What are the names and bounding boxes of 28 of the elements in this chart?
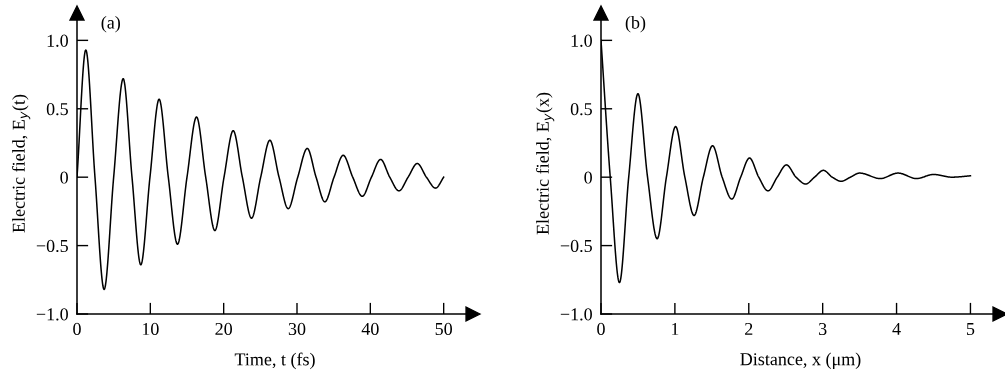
y-tick-label: 0.5 bbox=[570, 103, 592, 116]
y-axis-title: Electric field, E$_{y}$(t) bbox=[11, 94, 31, 233]
x-tick-label: 50 bbox=[435, 322, 453, 336]
x-tick-label: 4 bbox=[892, 322, 901, 335]
y-tick-label: 0 bbox=[60, 171, 68, 184]
x-axis-title: Time, t (fs) bbox=[234, 352, 315, 370]
x-tick-label: 40 bbox=[361, 322, 379, 336]
y-tick-label: 0.5 bbox=[46, 103, 68, 116]
x-axis-title: Distance, x (μm) bbox=[740, 352, 861, 369]
x-tick-label: 10 bbox=[142, 322, 159, 336]
y-tick-label: −0.5 bbox=[560, 239, 592, 253]
x-tick-label: 2 bbox=[745, 322, 753, 335]
y-tick-label: −1.0 bbox=[560, 308, 592, 321]
x-tick-label: 30 bbox=[288, 322, 306, 336]
annotation: (b) bbox=[625, 16, 646, 33]
y-tick-label: 1.0 bbox=[47, 34, 68, 47]
y-tick-label: −0.5 bbox=[36, 239, 68, 253]
y-axis-title: Electric field, E$_{y}$(x) bbox=[535, 92, 555, 235]
x-tick-label: 5 bbox=[966, 323, 975, 336]
x-tick-label: 0 bbox=[73, 322, 81, 336]
x-tick-label: 0 bbox=[597, 322, 605, 336]
annotation: (a) bbox=[101, 16, 121, 33]
y-tick-label: −1.0 bbox=[36, 308, 68, 321]
x-tick-label: 1 bbox=[671, 322, 679, 335]
y-tick-label: 0 bbox=[584, 171, 592, 184]
x-tick-label: 3 bbox=[819, 322, 827, 336]
x-tick-label: 20 bbox=[215, 322, 233, 336]
y-tick-label: 1.0 bbox=[571, 34, 592, 47]
